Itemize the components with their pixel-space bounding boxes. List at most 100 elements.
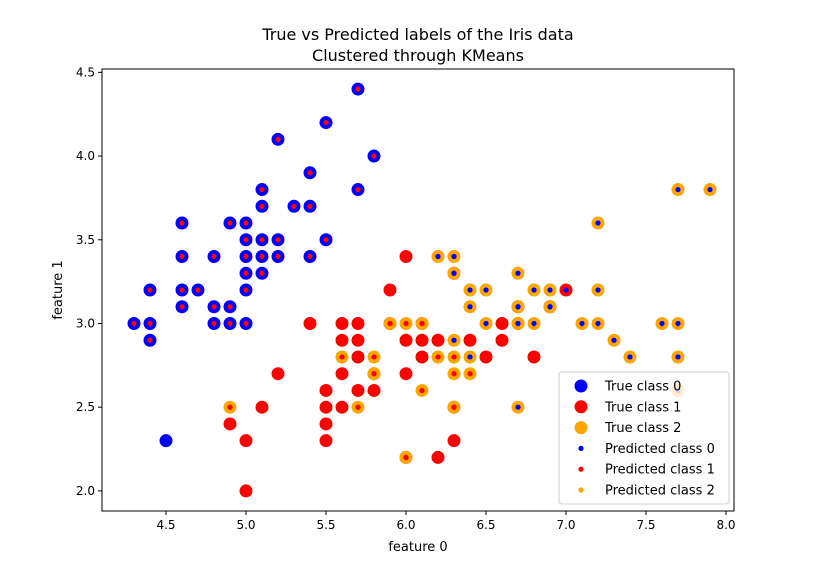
- predicted-class-0-point: [547, 304, 553, 310]
- predicted-class-1-point: [227, 421, 233, 427]
- legend-label: True class 0: [604, 380, 681, 395]
- predicted-class-1-point: [323, 237, 329, 243]
- predicted-class-1-point: [179, 253, 185, 260]
- predicted-class-1-point: [259, 270, 265, 276]
- predicted-class-0-point: [595, 287, 601, 293]
- y-tick-label: 3.0: [76, 316, 95, 330]
- legend-label: True class 1: [604, 400, 681, 415]
- legend-marker-true: [574, 379, 588, 393]
- chart-title-line-1: True vs Predicted labels of the Iris dat…: [261, 25, 573, 44]
- predicted-class-1-point: [243, 270, 249, 276]
- predicted-class-1-point: [147, 337, 153, 343]
- x-tick-label: 7.5: [636, 518, 655, 532]
- y-axis: 2.0 2.5 3.0 3.5 4.0 4.5: [76, 65, 102, 498]
- predicted-class-1-point: [451, 438, 457, 444]
- predicted-class-1-point: [419, 354, 425, 360]
- x-tick-label: 6.0: [396, 518, 415, 532]
- predicted-class-1-point: [419, 387, 425, 394]
- predicted-class-1-point: [403, 371, 409, 377]
- x-axis-label: feature 0: [388, 540, 447, 555]
- predicted-class-1-point: [355, 337, 361, 343]
- predicted-class-1-point: [307, 170, 313, 176]
- predicted-class-1-point: [371, 387, 377, 394]
- predicted-class-1-point: [243, 237, 249, 243]
- predicted-class-1-point: [403, 454, 409, 461]
- predicted-class-1-point: [339, 320, 345, 327]
- predicted-class-0-point: [531, 287, 537, 293]
- predicted-class-1-point: [323, 119, 329, 126]
- predicted-class-1-point: [307, 203, 313, 209]
- predicted-class-1-point: [355, 387, 361, 394]
- predicted-class-0-point: [467, 287, 473, 293]
- predicted-class-0-point: [579, 320, 585, 327]
- predicted-class-1-point: [403, 337, 409, 343]
- predicted-class-0-point: [467, 354, 473, 360]
- predicted-class-1-point: [243, 287, 249, 293]
- predicted-class-1-point: [467, 337, 473, 343]
- x-tick-label: 5.0: [236, 518, 255, 532]
- predicted-class-1-point: [275, 237, 281, 243]
- predicted-class-1-point: [435, 337, 441, 343]
- x-tick-label: 6.5: [476, 518, 495, 532]
- predicted-class-1-point: [211, 320, 217, 327]
- predicted-class-1-point: [323, 421, 329, 427]
- predicted-class-1-point: [179, 287, 185, 293]
- predicted-class-1-point: [243, 253, 249, 260]
- predicted-class-0-point: [707, 186, 713, 193]
- predicted-class-1-point: [227, 304, 233, 310]
- x-tick-label: 5.5: [316, 518, 335, 532]
- predicted-class-0-point: [483, 320, 489, 327]
- predicted-class-1-point: [243, 488, 249, 494]
- predicted-class-0-point: [675, 186, 681, 193]
- legend-label: Predicted class 1: [605, 463, 715, 478]
- predicted-class-1-point: [291, 203, 297, 209]
- predicted-class-1-point: [211, 253, 217, 260]
- data-points: [127, 82, 717, 498]
- predicted-class-1-point: [355, 404, 361, 410]
- predicted-class-1-point: [451, 371, 457, 377]
- predicted-class-1-point: [259, 237, 265, 243]
- legend-label: Predicted class 2: [605, 484, 715, 499]
- predicted-class-1-point: [307, 320, 313, 327]
- predicted-class-1-point: [531, 354, 537, 360]
- predicted-class-0-point: [515, 270, 521, 276]
- predicted-class-1-point: [419, 320, 425, 327]
- predicted-class-1-point: [499, 337, 505, 343]
- plot-frame: [101, 68, 735, 512]
- predicted-class-1-point: [339, 354, 345, 360]
- predicted-class-1-point: [259, 186, 265, 193]
- predicted-class-1-point: [323, 404, 329, 410]
- predicted-class-1-point: [243, 438, 249, 444]
- y-tick-label: 4.0: [76, 149, 95, 163]
- legend-marker-pred: [578, 487, 584, 493]
- predicted-class-1-point: [227, 220, 233, 226]
- predicted-class-0-point: [515, 320, 521, 327]
- predicted-class-1-point: [355, 186, 361, 193]
- predicted-class-1-point: [211, 304, 217, 310]
- legend-marker-pred: [578, 466, 584, 472]
- predicted-class-1-point: [275, 371, 281, 377]
- predicted-class-1-point: [467, 371, 473, 377]
- predicted-class-1-point: [259, 404, 265, 410]
- x-tick-label: 8.0: [716, 518, 735, 532]
- predicted-class-1-point: [499, 320, 505, 327]
- predicted-class-1-point: [387, 320, 393, 327]
- legend: True class 0 True class 1 True class 2 Pred…: [558, 371, 730, 505]
- predicted-class-1-point: [339, 371, 345, 377]
- predicted-class-0-point: [451, 337, 457, 343]
- predicted-class-1-point: [355, 86, 361, 92]
- legend-marker-true: [574, 400, 588, 414]
- y-tick-label: 2.5: [76, 400, 95, 414]
- predicted-class-0-point: [531, 320, 537, 327]
- predicted-class-1-point: [179, 220, 185, 226]
- predicted-class-1-point: [403, 253, 409, 260]
- predicted-class-0-point: [659, 320, 665, 327]
- predicted-class-0-point: [451, 270, 457, 276]
- predicted-class-0-point: [563, 287, 569, 293]
- predicted-class-1-point: [275, 136, 281, 142]
- chart-title-line-2: Clustered through KMeans: [312, 46, 524, 65]
- predicted-class-1-point: [259, 203, 265, 209]
- predicted-class-0-point: [675, 354, 681, 360]
- predicted-class-1-point: [147, 320, 153, 327]
- predicted-class-0-point: [547, 287, 553, 293]
